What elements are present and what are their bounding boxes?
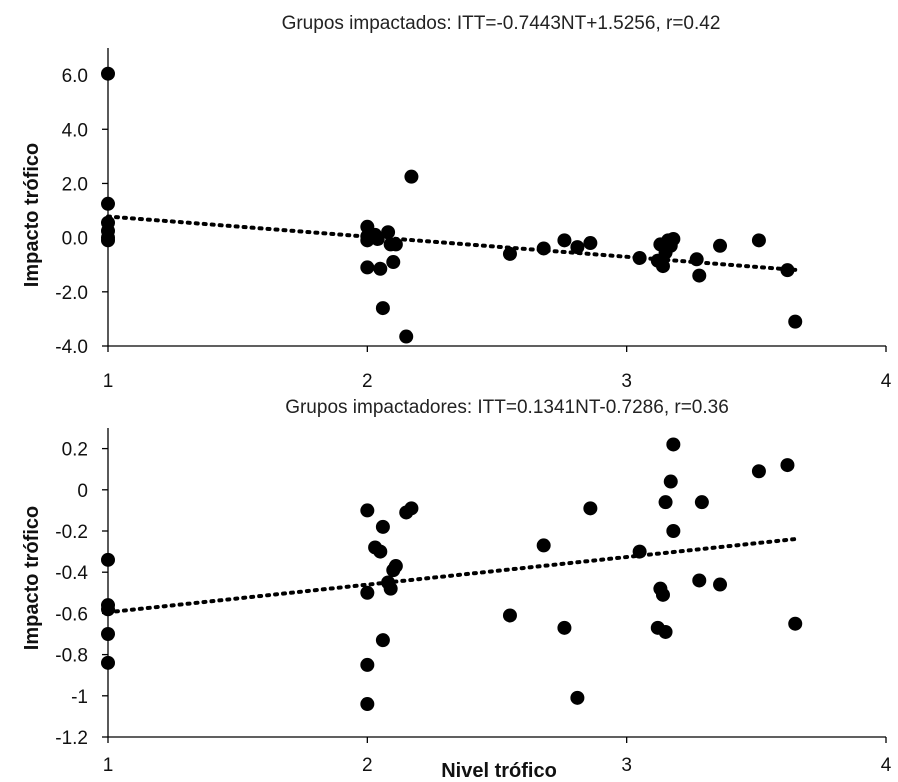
y-tick-label: -2.0 (55, 283, 88, 304)
data-point (375, 301, 390, 316)
x-ticks: 1 2 3 4 (103, 737, 892, 776)
data-point (360, 260, 375, 275)
chart-impactados: Grupos impactados: ITT=-0.7443NT+1.5256,… (21, 13, 892, 392)
data-point (101, 602, 115, 617)
data-point (666, 437, 681, 452)
x-tick-label: 4 (881, 371, 892, 392)
data-point (381, 225, 396, 240)
chart-impactadores: Grupos impactadores: ITT=0.1341NT-0.7286… (21, 397, 892, 782)
data-point (632, 544, 647, 559)
data-point (632, 250, 647, 265)
data-point (751, 464, 766, 479)
y-tick-label: -1 (71, 687, 88, 708)
data-point (713, 238, 728, 253)
data-point (692, 573, 707, 588)
data-point (404, 501, 419, 516)
data-points (101, 66, 803, 344)
data-point (666, 231, 681, 246)
data-point (388, 237, 403, 252)
data-points (101, 437, 803, 712)
y-tick-label: 0.0 (62, 229, 88, 250)
y-tick-label: -0.2 (55, 522, 88, 543)
data-point (101, 196, 115, 211)
data-point (570, 690, 585, 705)
trendline (106, 214, 798, 272)
x-ticks: 1 2 3 4 (103, 346, 892, 392)
data-point (386, 255, 401, 270)
data-point (583, 236, 598, 251)
data-point (570, 240, 585, 255)
y-tick-label: 6.0 (62, 66, 88, 87)
data-point (788, 616, 803, 631)
x-tick-label: 3 (621, 371, 632, 392)
data-point (373, 544, 388, 559)
data-point (375, 519, 390, 534)
y-tick-label: -0.6 (55, 604, 88, 625)
y-tick-label: -0.4 (55, 563, 88, 584)
y-tick-label: 0 (77, 481, 88, 502)
data-point (713, 577, 728, 592)
x-tick-label: 2 (362, 755, 373, 776)
data-point (101, 552, 115, 567)
data-point (663, 474, 678, 489)
data-point (370, 231, 385, 246)
data-point (694, 495, 709, 510)
y-axis-label: Impacto trófico (21, 143, 43, 287)
y-tick-label: -4.0 (55, 337, 88, 358)
y-ticks: -1.2 -1 -0.8 -0.6 -0.4 -0.2 0 0.2 (55, 440, 108, 749)
data-point (101, 233, 115, 248)
data-point (780, 458, 795, 473)
x-tick-label: 3 (621, 755, 632, 776)
data-point (399, 329, 414, 344)
data-point (557, 620, 572, 635)
data-point (101, 627, 115, 641)
x-tick-label: 2 (362, 371, 373, 392)
data-point (360, 697, 375, 712)
y-axis-label: Impacto trófico (21, 506, 43, 650)
data-point (666, 524, 681, 538)
data-point (375, 633, 390, 648)
trendline (106, 537, 798, 615)
data-point (383, 581, 398, 596)
chart-title: Grupos impactadores: ITT=0.1341NT-0.7286… (285, 397, 729, 418)
data-point (655, 587, 670, 602)
y-tick-label: 4.0 (62, 120, 88, 141)
data-point (404, 169, 419, 184)
data-point (502, 608, 517, 623)
data-point (788, 314, 803, 329)
x-axis-label: Nivel trófico (441, 760, 557, 782)
data-point (655, 259, 670, 274)
data-point (751, 233, 766, 248)
data-point (101, 66, 115, 81)
x-tick-label: 1 (103, 755, 114, 776)
data-point (692, 268, 707, 283)
y-tick-label: -0.8 (55, 646, 88, 667)
x-tick-label: 4 (881, 755, 892, 776)
data-point (658, 624, 673, 639)
y-tick-label: 0.2 (62, 440, 88, 461)
data-point (557, 233, 572, 248)
data-point (360, 503, 375, 518)
data-point (780, 263, 795, 278)
data-point (689, 252, 704, 267)
data-point (373, 261, 388, 276)
data-point (502, 246, 517, 261)
data-point (658, 495, 673, 510)
data-point (360, 657, 375, 672)
data-point (360, 585, 375, 600)
x-tick-label: 1 (103, 371, 114, 392)
data-point (388, 559, 403, 574)
y-tick-label: -1.2 (55, 728, 88, 749)
y-tick-label: 2.0 (62, 174, 88, 195)
data-point (101, 655, 115, 670)
chart-title: Grupos impactados: ITT=-0.7443NT+1.5256,… (282, 13, 721, 34)
data-point (536, 538, 551, 553)
data-point (536, 241, 551, 256)
y-ticks: -4.0 -2.0 0.0 2.0 4.0 6.0 (55, 66, 108, 358)
data-point (583, 501, 598, 516)
